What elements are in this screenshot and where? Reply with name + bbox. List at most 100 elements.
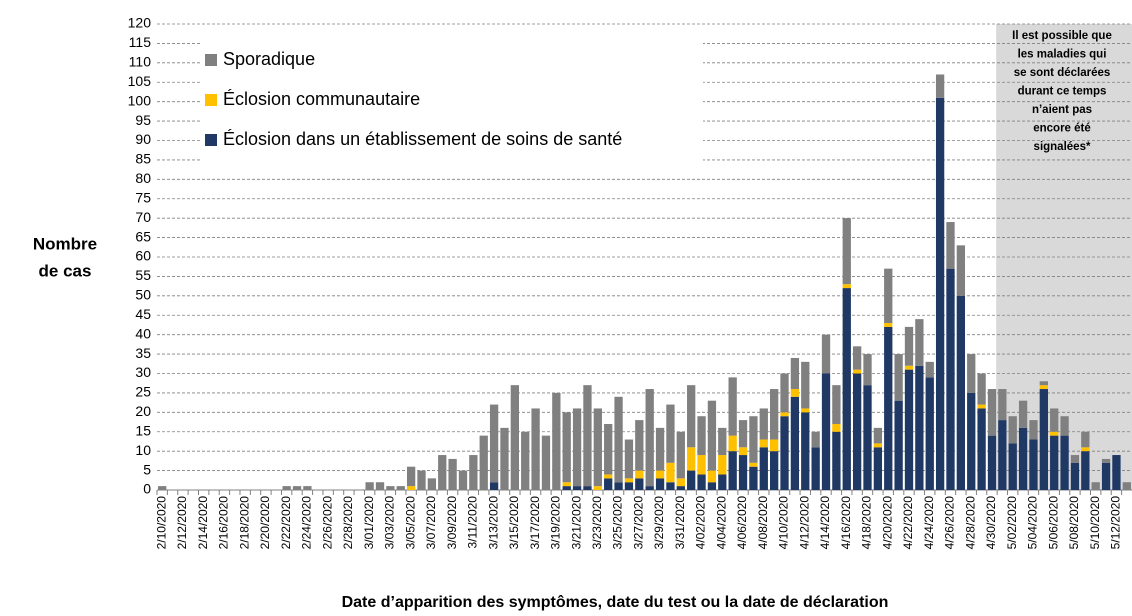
bar-segment: [572, 486, 582, 490]
bar-segment: [780, 412, 789, 417]
bar-segment: [1008, 443, 1017, 490]
x-tick-label: 3/11/2020: [466, 496, 480, 549]
bar-segment: [894, 354, 903, 401]
bar-segment: [489, 482, 499, 490]
bar-segment: [479, 435, 488, 490]
y-tick-label: 15: [135, 422, 151, 438]
bar-segment: [1081, 431, 1090, 448]
bar-segment: [1029, 439, 1038, 490]
x-tick-label: 3/19/2020: [549, 496, 563, 550]
annotation-text: n’aient pas: [1032, 104, 1092, 116]
bar-segment: [552, 392, 561, 490]
bar-segment: [1039, 389, 1048, 490]
bar-segment: [562, 486, 571, 490]
bar-segment: [998, 389, 1007, 421]
bar-segment: [1018, 427, 1028, 490]
bar-segment: [998, 420, 1007, 490]
x-tick-label: 3/13/2020: [486, 496, 500, 550]
x-tick-label: 2/10/2020: [154, 496, 168, 550]
bar-segment: [655, 470, 665, 479]
bar-segment: [1081, 447, 1090, 452]
bar-segment: [728, 435, 737, 452]
bar-segment: [1050, 431, 1059, 436]
y-tick-label: 65: [135, 228, 151, 244]
y-tick-label: 35: [135, 345, 151, 361]
y-tick-label: 20: [135, 403, 151, 419]
y-tick-label: 70: [135, 209, 151, 225]
y-tick-label: 80: [135, 170, 151, 186]
bar-segment: [707, 470, 717, 483]
bar-segment: [718, 455, 727, 475]
y-tick-label: 110: [129, 54, 152, 70]
x-tick-label: 4/28/2020: [963, 496, 977, 550]
bar-segment: [749, 416, 758, 463]
bar-segment: [604, 423, 613, 475]
bar-segment: [935, 74, 945, 98]
bar-segment: [832, 385, 841, 424]
bar-segment: [655, 478, 665, 490]
bar-segment: [614, 396, 623, 483]
y-tick-label: 95: [135, 112, 151, 128]
y-tick-label: 5: [143, 461, 151, 477]
bar-segment: [510, 385, 519, 490]
bar-segment: [790, 396, 800, 490]
x-tick-label: 3/09/2020: [445, 496, 459, 550]
bar-segment: [1060, 435, 1069, 490]
x-tick-label: 2/26/2020: [320, 496, 334, 550]
bar-segment: [697, 474, 706, 490]
bar-segment: [852, 373, 862, 490]
bar-segment: [635, 420, 644, 471]
x-tick-label: 5/06/2020: [1046, 496, 1060, 550]
x-tick-label: 3/17/2020: [528, 496, 542, 550]
bar-segment: [583, 486, 592, 490]
bar-segment: [521, 431, 530, 490]
bar-segment: [676, 431, 685, 479]
x-tick-label: 2/18/2020: [237, 496, 251, 550]
y-tick-label: 60: [135, 248, 151, 264]
bar-segment: [842, 218, 851, 285]
legend-box: [200, 40, 703, 164]
bar-segment: [541, 435, 551, 490]
x-tick-label: 2/24/2020: [300, 496, 314, 550]
y-tick-label: 85: [135, 151, 151, 167]
bar-segment: [987, 435, 997, 490]
x-tick-label: 2/20/2020: [258, 496, 272, 550]
x-axis-label: Date d’apparition des symptômes, date du…: [342, 594, 889, 611]
bar-segment: [863, 385, 872, 490]
x-tick-label: 3/31/2020: [673, 496, 687, 550]
legend-swatch: [205, 94, 217, 106]
x-tick-label: 5/12/2020: [1109, 496, 1123, 550]
bar-segment: [604, 474, 613, 479]
bar-segment: [956, 245, 966, 296]
bar-segment: [759, 408, 768, 440]
y-tick-label: 25: [135, 384, 151, 400]
bar-segment: [448, 458, 457, 490]
y-tick-label: 50: [135, 287, 151, 303]
bar-segment: [365, 482, 374, 490]
x-tick-label: 3/07/2020: [424, 496, 438, 550]
bar-segment: [1091, 482, 1100, 490]
bar-segment: [158, 486, 167, 490]
bar-segment: [562, 412, 571, 483]
bar-segment: [728, 451, 737, 490]
x-tick-label: 4/20/2020: [880, 496, 894, 550]
y-tick-label: 115: [129, 34, 152, 50]
bar-segment: [790, 389, 800, 397]
bar-segment: [811, 447, 820, 490]
bar-segment: [946, 268, 955, 490]
x-tick-label: 3/27/2020: [631, 496, 645, 550]
x-tick-label: 2/22/2020: [279, 496, 293, 550]
bar-segment: [801, 412, 810, 490]
y-tick-label: 90: [135, 131, 151, 147]
annotation-text: les maladies qui: [1018, 49, 1107, 61]
bar-segment: [884, 323, 893, 327]
bar-segment: [1050, 408, 1059, 432]
bar-segment: [666, 462, 675, 483]
bar-segment: [1112, 455, 1121, 490]
x-tick-label: 4/14/2020: [818, 496, 832, 550]
bar-segment: [624, 482, 634, 490]
legend-label: Éclosion communautaire: [223, 89, 420, 109]
bar-segment: [821, 373, 831, 490]
bar-segment: [749, 462, 758, 467]
bar-segment: [718, 427, 727, 456]
